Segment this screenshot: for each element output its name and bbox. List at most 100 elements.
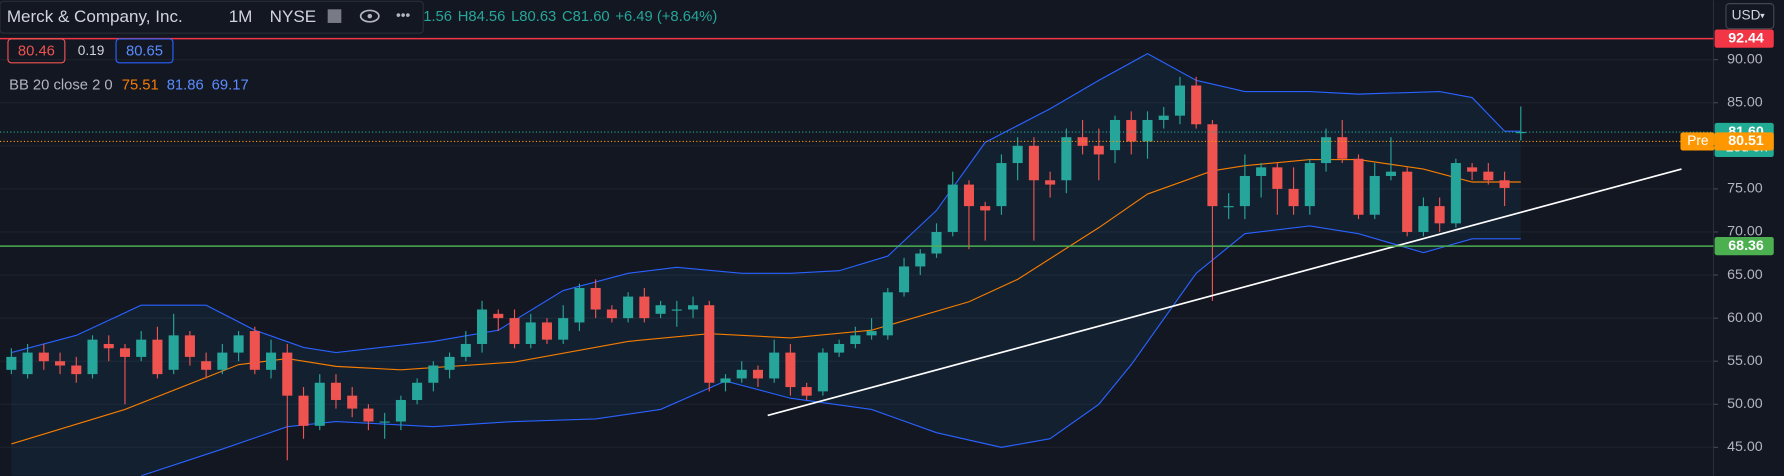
candle-body <box>1223 206 1234 208</box>
candle-body <box>1207 124 1218 207</box>
candle-body <box>850 335 861 344</box>
candle-body <box>558 318 569 340</box>
candle-body <box>834 343 845 353</box>
candle-body <box>298 395 309 426</box>
candle-body <box>282 352 293 396</box>
candle-body <box>493 313 504 319</box>
candle-body <box>752 369 763 379</box>
y-tick-label: 75.00 <box>1727 181 1763 197</box>
candle-body <box>1385 171 1396 176</box>
ohlc-value: H84.56 <box>458 9 506 25</box>
bb-legend: BB 20 close 2 0 75.51 81.86 69.17 <box>9 77 249 93</box>
trend-line <box>767 168 1682 417</box>
currency: USD <box>1732 8 1761 23</box>
candle-body <box>55 361 66 366</box>
bb-value: 75.51 <box>122 77 159 93</box>
ask-box[interactable] <box>115 38 174 64</box>
symbol-box[interactable] <box>0 0 424 34</box>
candle-body <box>152 339 163 375</box>
symbol: Merck & Company, Inc. <box>7 7 183 26</box>
candle-body <box>1499 180 1510 188</box>
candle-body <box>704 305 715 383</box>
candle-body <box>639 296 650 319</box>
candle-body <box>688 305 699 310</box>
candle-body <box>817 352 828 392</box>
candle-body <box>1272 167 1283 189</box>
premarket-tag-label: Pre <box>1687 133 1708 148</box>
candle-body <box>574 287 585 323</box>
candle-body <box>217 352 228 370</box>
candle-body <box>1239 175 1250 207</box>
price-axis: 90.0085.0080.0075.0070.0065.0060.0055.00… <box>1713 29 1774 455</box>
more-icon[interactable]: ••• <box>396 8 411 23</box>
eye-pupil <box>367 13 373 19</box>
candle-body <box>720 378 731 383</box>
candle-body <box>801 387 812 396</box>
bid-box[interactable] <box>7 38 66 64</box>
candle-body <box>1142 119 1153 142</box>
candle-body <box>1369 175 1380 215</box>
candle-body <box>266 352 277 370</box>
candle-body <box>963 184 974 207</box>
candle-body <box>1093 145 1104 155</box>
candle-body <box>769 352 780 379</box>
candle-body <box>671 309 682 311</box>
candle-body <box>249 331 260 370</box>
candle-body <box>947 184 958 232</box>
y-tick-label: 55.00 <box>1727 353 1763 369</box>
candle-body <box>866 331 877 336</box>
candle-body <box>184 335 195 357</box>
candle-body <box>1045 180 1056 185</box>
candle-body <box>1402 171 1413 232</box>
candle-body <box>1418 206 1429 232</box>
candle-body <box>736 369 747 379</box>
candles <box>6 76 1526 461</box>
flag-icon[interactable] <box>327 9 342 23</box>
candle-body <box>509 318 520 344</box>
ohlc-legend: 1.56 H84.56 L80.63 C81.60 +6.49 (+8.64%) <box>423 9 717 25</box>
candle-body <box>38 352 49 362</box>
price-badge <box>1714 29 1774 48</box>
candle-body <box>1515 132 1526 134</box>
bb-value: 69.17 <box>212 77 249 93</box>
bb-label: BB 20 close 2 0 <box>9 77 113 93</box>
band-fill <box>11 53 1521 476</box>
candle-body <box>1012 145 1023 164</box>
candle-body <box>1450 163 1461 224</box>
candle-body <box>541 322 553 340</box>
candle-body <box>1256 167 1267 176</box>
candle-body <box>314 382 325 426</box>
candle-body <box>1174 85 1185 116</box>
candle-body <box>347 395 358 409</box>
ohlc-value: C81.60 <box>562 9 610 25</box>
candle-body <box>87 339 98 375</box>
candle-body <box>931 231 942 254</box>
candle-body <box>103 343 114 349</box>
candle-body <box>1061 137 1072 181</box>
candle-body <box>201 361 212 370</box>
bb-middle <box>11 159 1521 445</box>
candle-body <box>1321 137 1332 164</box>
currency-button[interactable] <box>1725 3 1775 30</box>
ohlc-value: +6.49 (+8.64%) <box>615 9 717 25</box>
candle-body <box>136 339 147 357</box>
candle-body <box>363 408 374 422</box>
ohlc-value: 1.56 <box>423 9 452 25</box>
y-tick-label: 50.00 <box>1727 396 1763 412</box>
candle-body <box>996 163 1007 207</box>
candle-body <box>1304 163 1315 207</box>
candle-body <box>606 309 617 319</box>
candle-body <box>915 253 926 267</box>
candle-body <box>168 335 179 370</box>
candle-body <box>1158 115 1169 120</box>
candle-body <box>428 365 439 383</box>
ask: 80.65 <box>126 43 163 59</box>
candle-body <box>1110 119 1121 151</box>
candle-body <box>1028 145 1039 181</box>
interval[interactable]: 1M <box>229 7 253 26</box>
candle-body <box>980 206 991 211</box>
eye-icon[interactable] <box>359 9 380 23</box>
candle-body <box>590 287 601 310</box>
y-tick-label: 60.00 <box>1727 310 1763 326</box>
